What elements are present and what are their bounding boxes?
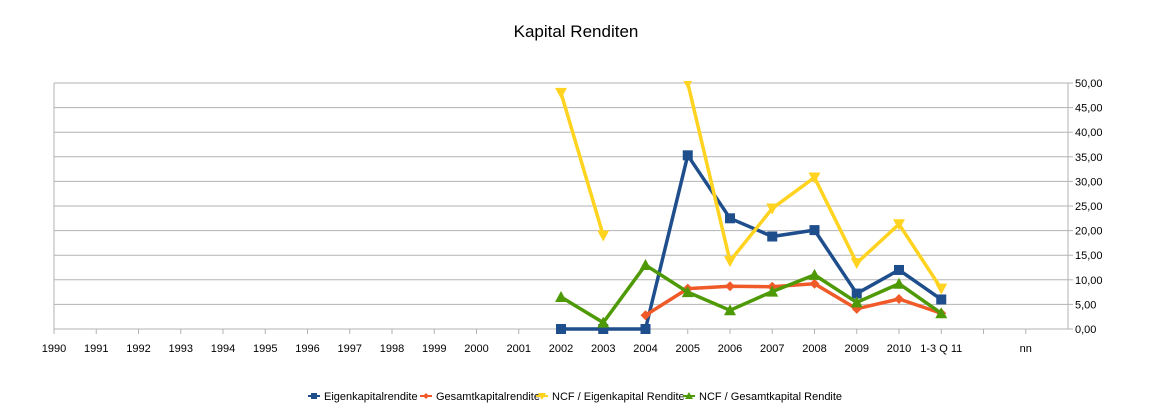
- data-point: [725, 213, 735, 224]
- y-tick-label: 5,00: [1075, 299, 1096, 311]
- x-tick-label: 2005: [676, 343, 700, 355]
- x-tick-label: 1994: [211, 343, 235, 355]
- x-tick-label: 1990: [42, 343, 66, 355]
- legend: Eigenkapitalrendite Gesamtkapitalrendite N…: [308, 391, 842, 403]
- data-point: [724, 256, 736, 268]
- x-tick-label: 1-3 Q 11: [920, 343, 962, 355]
- x-tick-label: nn: [1020, 343, 1032, 355]
- x-tick-label: 1991: [84, 343, 108, 355]
- data-point: [893, 219, 905, 231]
- x-tick-label: 2004: [633, 343, 657, 355]
- data-point: [640, 310, 651, 321]
- data-point: [894, 293, 904, 304]
- series-line: [561, 153, 943, 331]
- x-tick-label: 2006: [718, 343, 742, 355]
- legend-item: NCF / Eigenkapital Rendite: [536, 391, 685, 403]
- data-point: [851, 288, 862, 299]
- series-line: [644, 281, 942, 317]
- x-tick-label: 1998: [380, 343, 404, 355]
- data-point: [597, 316, 610, 328]
- y-tick-label: 10,00: [1075, 275, 1103, 287]
- series-line: [559, 82, 943, 290]
- data-point: [538, 393, 546, 400]
- data-point: [767, 231, 778, 242]
- x-tick-label: 1999: [422, 343, 446, 355]
- data-point: [936, 294, 947, 305]
- data-point: [893, 277, 905, 289]
- x-tick-label: 2007: [760, 343, 784, 355]
- series-4: [555, 259, 948, 328]
- series-1: [556, 150, 947, 334]
- axes: 0,00 5,00 10,00 15,00 20,00 25,00 30,00 35,00 40…: [42, 78, 1103, 355]
- data-point: [850, 296, 863, 308]
- x-tick-label: 2009: [845, 343, 869, 355]
- y-tick-label: 25,00: [1075, 201, 1103, 213]
- x-tick-label: 2000: [464, 343, 488, 355]
- data-point: [640, 324, 651, 334]
- data-point: [766, 285, 779, 297]
- data-point: [639, 259, 652, 271]
- data-point: [808, 268, 821, 280]
- x-tick-label: 2003: [591, 343, 615, 355]
- y-tick-label: 35,00: [1075, 152, 1103, 164]
- legend-label: Gesamtkapitalrendite: [436, 391, 540, 403]
- legend-label: NCF / Eigenkapital Rendite: [552, 391, 685, 403]
- data-point: [556, 324, 566, 334]
- grid-lines: [54, 82, 1068, 330]
- x-tick-label: 2010: [887, 343, 911, 355]
- data-point: [809, 278, 820, 289]
- data-point: [809, 225, 820, 236]
- data-point: [597, 230, 610, 242]
- x-tick-label: 1995: [253, 343, 277, 355]
- x-tick-label: 1993: [169, 343, 193, 355]
- data-point: [935, 283, 948, 295]
- legend-item: Eigenkapitalrendite: [308, 391, 418, 403]
- x-tick-label: 1997: [338, 343, 362, 355]
- x-tick-label: 2002: [549, 343, 573, 355]
- x-tick-label: 1992: [126, 343, 150, 355]
- x-tick-label: 1996: [295, 343, 319, 355]
- data-point: [681, 286, 694, 298]
- data-point: [725, 281, 735, 292]
- data-point: [894, 264, 904, 275]
- data-point: [311, 393, 317, 399]
- data-point: [423, 393, 429, 399]
- data-point: [808, 172, 821, 184]
- y-tick-label: 40,00: [1075, 127, 1103, 139]
- data-point: [682, 150, 693, 161]
- y-tick-label: 30,00: [1075, 176, 1103, 188]
- data-point: [555, 87, 567, 99]
- x-tick-label: 2001: [507, 343, 531, 355]
- series-3: [555, 81, 948, 295]
- data-point: [683, 81, 693, 89]
- legend-label: NCF / Gesamtkapital Rendite: [699, 391, 842, 403]
- legend-item: NCF / Gesamtkapital Rendite: [683, 391, 842, 403]
- chart-title: Kapital Renditen: [514, 22, 639, 41]
- data-point: [685, 392, 693, 399]
- data-point: [555, 291, 567, 303]
- data-point: [766, 203, 779, 215]
- legend-label: Eigenkapitalrendite: [324, 391, 418, 403]
- series-lines: [555, 81, 948, 334]
- series-line: [560, 263, 943, 325]
- y-tick-label: 45,00: [1075, 103, 1103, 115]
- legend-item: Gesamtkapitalrendite: [420, 391, 540, 403]
- data-point: [598, 324, 609, 334]
- y-tick-label: 50,00: [1075, 78, 1103, 90]
- y-tick-label: 20,00: [1075, 226, 1103, 238]
- x-tick-label: 2008: [802, 343, 826, 355]
- y-tick-label: 15,00: [1075, 250, 1103, 262]
- y-tick-label: 0,00: [1075, 324, 1096, 336]
- data-point: [935, 307, 948, 319]
- data-point: [724, 304, 736, 316]
- data-point: [850, 258, 863, 270]
